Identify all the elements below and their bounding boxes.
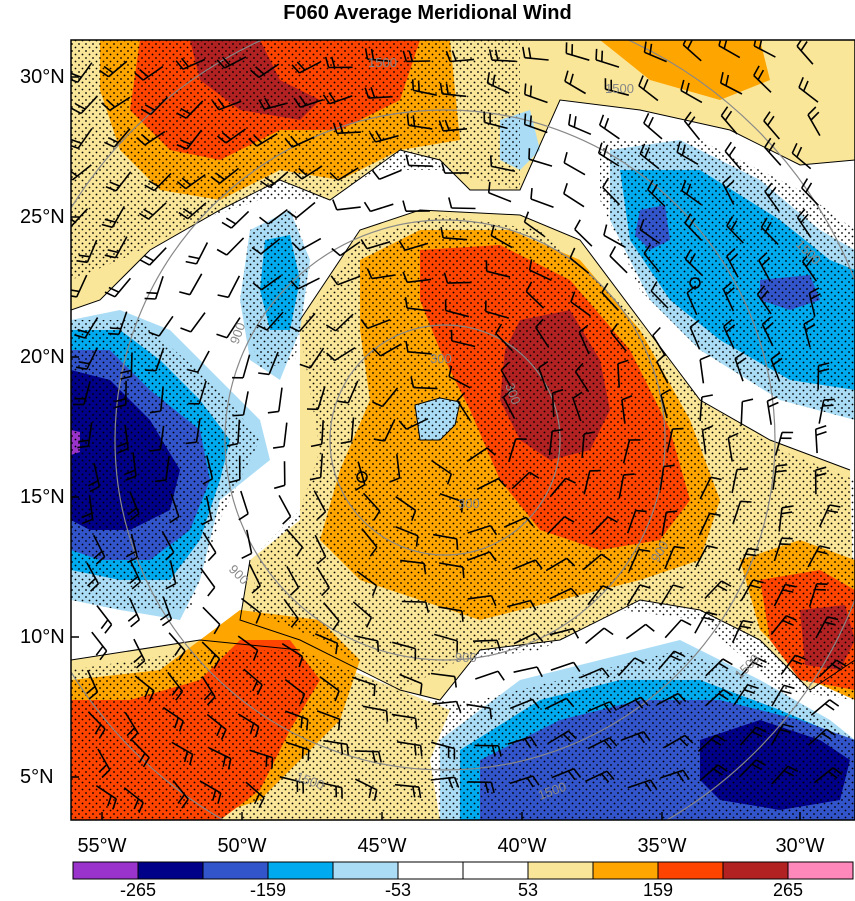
colorbar-swatch	[73, 862, 138, 879]
colorbar-swatch	[593, 862, 658, 879]
colorbar-label: 159	[628, 880, 688, 901]
colorbar-label: -159	[238, 880, 298, 901]
lon-label-45w: 45°W	[342, 835, 422, 858]
lon-label-55w: 55°W	[62, 835, 142, 858]
colorbar-label: 53	[498, 880, 558, 901]
lon-label-30w: 30°W	[760, 835, 840, 858]
lon-label-40w: 40°W	[482, 835, 562, 858]
ring-label: 1500	[605, 81, 634, 96]
colorbar-swatch	[528, 862, 593, 879]
colorbar-label: -265	[108, 880, 168, 901]
colorbar-swatch	[268, 862, 333, 879]
filled-field	[5, 0, 855, 880]
lat-label-10n: 10°N	[20, 626, 70, 649]
colorbar-swatch	[723, 862, 788, 879]
colorbar	[73, 862, 853, 879]
colorbar-swatch	[333, 862, 398, 879]
colorbar-label: -53	[368, 880, 428, 901]
lat-label-15n: 15°N	[20, 486, 70, 509]
colorbar-swatch	[138, 862, 203, 879]
lat-label-30n: 30°N	[20, 66, 70, 89]
lon-label-35w: 35°W	[622, 835, 702, 858]
colorbar-swatch	[398, 862, 463, 879]
lon-label-50w: 50°W	[202, 835, 282, 858]
colorbar-swatch	[658, 862, 723, 879]
colorbar-swatch	[203, 862, 268, 879]
colorbar-label: 265	[758, 880, 818, 901]
colorbar-swatch	[463, 862, 528, 879]
ring-label: 900	[455, 650, 477, 665]
lat-label-20n: 20°N	[20, 346, 70, 369]
ring-label: 300	[430, 351, 452, 366]
lat-label-5n: 5°N	[20, 766, 70, 789]
ring-label: 1500	[368, 55, 397, 70]
lat-label-25n: 25°N	[20, 206, 70, 229]
colorbar-swatch	[788, 862, 853, 879]
ring-label: 300	[458, 496, 480, 511]
